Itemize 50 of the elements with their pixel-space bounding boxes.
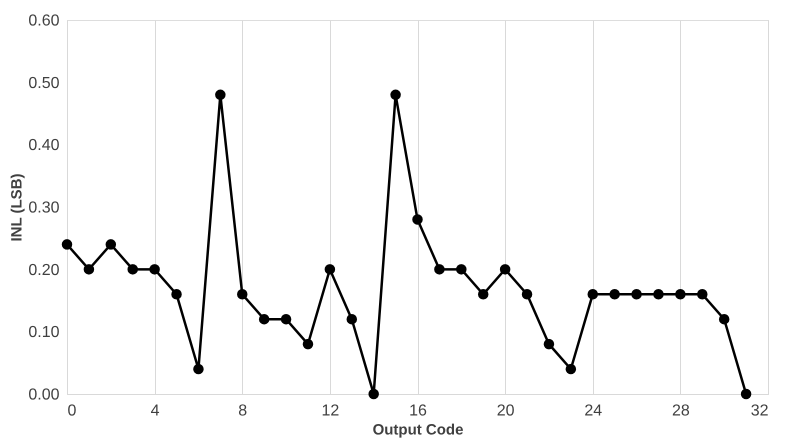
point [346,314,358,324]
point [522,289,532,300]
y-tick-label: 0.20 [28,262,60,279]
point [149,264,160,275]
x-tick-label: 32 [750,402,769,420]
point [631,289,642,300]
x-tick-label: 12 [321,402,340,420]
point [324,264,336,275]
point [412,214,423,225]
y-tick-label: 0.40 [28,137,60,154]
point [62,239,72,250]
point [566,364,576,374]
y-tick-label: 0.00 [28,386,60,404]
point [740,388,752,400]
point [84,264,94,275]
point [237,289,248,300]
point [280,314,292,324]
x-tick-label: 20 [496,402,515,420]
point [456,264,467,275]
point [500,264,510,275]
point [588,289,598,300]
point [544,338,554,350]
point [258,314,270,324]
point [171,289,182,300]
point [127,264,138,275]
x-axis-title: Output Code [372,422,464,438]
y-tick-label: 0.10 [28,324,60,342]
point [302,338,314,350]
point [609,289,620,300]
x-tick-label: 0 [68,402,76,420]
point [106,239,116,250]
x-tick-label: 28 [672,402,690,420]
point [434,264,445,275]
y-axis-title: INL (LSB) [8,173,26,242]
point [718,314,730,324]
point [368,388,379,400]
point [390,90,401,100]
point [653,289,664,300]
x-tick-label: 4 [150,402,160,420]
point [193,364,204,374]
y-tick-label: 0.50 [28,74,60,92]
point [675,289,686,300]
x-tick-label: 24 [584,402,602,420]
y-tick-label: 0.30 [28,200,60,216]
point [697,289,708,300]
point [215,90,226,100]
x-tick-label: 16 [409,402,427,420]
y-tick-label: 0.60 [28,12,60,30]
point [478,289,488,300]
x-tick-label: 8 [238,402,248,420]
